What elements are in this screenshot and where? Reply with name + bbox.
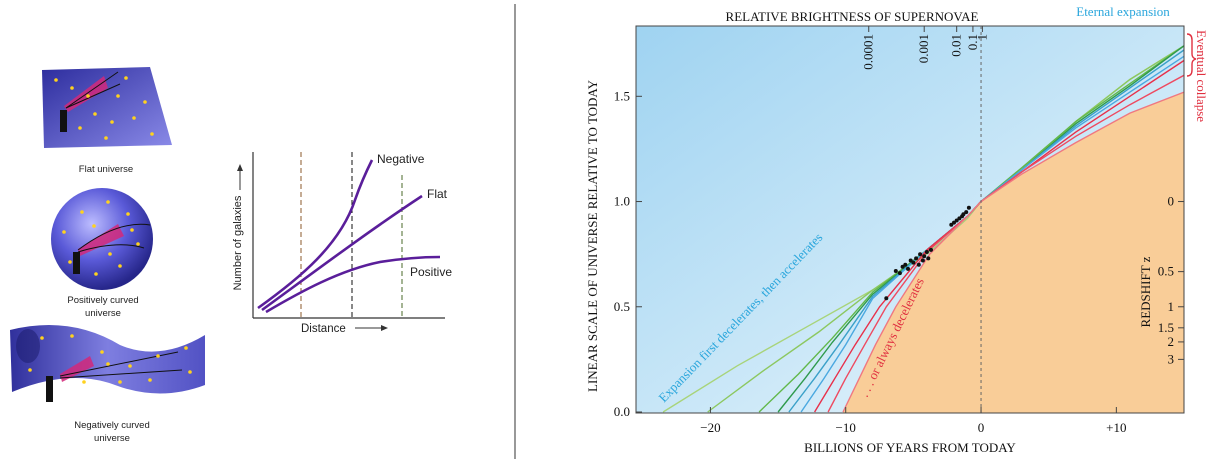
negative-universe-illustration — [10, 325, 205, 402]
x-tick-label: −10 — [836, 420, 856, 435]
supernova-point — [929, 247, 933, 252]
supernova-point — [949, 222, 954, 227]
galaxy-chart-ylabel: Number of galaxies — [232, 195, 244, 290]
chart-xlabel: BILLIONS OF YEARS FROM TODAY — [804, 440, 1016, 455]
supernova-point — [954, 218, 959, 223]
flat-universe-label: Flat universe — [79, 164, 133, 175]
galaxy-curve-label-positive: Positive — [410, 265, 452, 279]
galaxy-curve-label-flat: Flat — [427, 187, 448, 201]
supernova-point — [957, 216, 962, 221]
supernova-point — [922, 254, 927, 259]
redshift-tick-label: 0 — [1168, 194, 1175, 209]
galaxy-chart-xlabel: Distance — [301, 323, 346, 335]
positive-universe-label-line2: universe — [85, 308, 121, 319]
y-axis: 0.0 0.5 1.0 1.5 — [614, 88, 642, 419]
positive-universe-label-line1: Positively curved — [67, 295, 138, 306]
galaxy-chart-y-arrow — [237, 164, 243, 190]
galaxy-curve-negative — [257, 159, 374, 310]
brightness-tick-label: 0.0001 — [861, 34, 876, 70]
y-tick-label: 1.5 — [614, 88, 630, 103]
negative-universe-label-line2: universe — [94, 433, 130, 444]
supernova-point — [884, 296, 889, 301]
x-tick-label: −20 — [700, 420, 720, 435]
supernova-point — [924, 250, 929, 254]
redshift-tick-label: 1.5 — [1158, 320, 1174, 335]
redshift-tick-label: 2 — [1168, 334, 1175, 349]
decelerating-region — [843, 92, 1184, 413]
supernova-point — [918, 252, 923, 257]
supernova-point — [908, 258, 913, 263]
eternal-expansion-label: Eternal expansion — [1076, 4, 1170, 19]
supernova-point — [906, 266, 910, 271]
expansion-curve-9 — [842, 91, 1184, 413]
galaxy-chart-x-arrow — [355, 325, 388, 331]
redshift-axis: 0 0.5 1 1.52 3 — [1158, 194, 1184, 366]
galaxy-curve-flat — [261, 194, 423, 312]
supernova-point — [926, 256, 931, 261]
galaxy-curve-positive — [265, 255, 441, 314]
galaxy-count-chart: Negative Flat Positive Number of galaxie… — [232, 152, 452, 335]
supernova-point — [916, 262, 921, 267]
y-tick-label: 0.0 — [614, 404, 630, 419]
eventual-collapse-label: Eventual collapse — [1194, 30, 1209, 122]
supernova-point — [903, 262, 908, 267]
x-tick-label: +10 — [1106, 420, 1126, 435]
supernova-point — [952, 220, 956, 225]
x-tick-label: 0 — [978, 420, 985, 435]
redshift-tick-label: 3 — [1168, 351, 1175, 366]
flat-universe-illustration — [42, 67, 172, 148]
supernova-point — [897, 271, 902, 276]
supernova-point — [966, 205, 971, 210]
brightness-tick-label: 0.01 — [949, 34, 964, 57]
brightness-tick-label: 0.1 — [965, 34, 980, 50]
supernova-point — [914, 256, 919, 261]
supernova-point — [900, 264, 905, 269]
supernova-point — [961, 212, 966, 217]
brightness-tick-label: 0.001 — [916, 34, 931, 63]
x-axis: −20 −10 0 +10 — [700, 407, 1127, 435]
brightness-axis: 0.0001 0.001 0.01 0.11 — [861, 26, 989, 70]
plot-frame — [635, 25, 1185, 414]
redshift-axis-label: REDSHIFT z — [1138, 256, 1153, 327]
eventual-collapse-brace — [1186, 33, 1197, 77]
positive-universe-illustration — [51, 188, 153, 290]
supernova-point — [911, 260, 916, 265]
y-tick-label: 0.5 — [614, 299, 630, 314]
negative-universe-label-line1: Negatively curved — [74, 420, 150, 431]
supernova-point — [964, 210, 969, 215]
supernova-point — [920, 258, 925, 263]
chart-title: RELATIVE BRIGHTNESS OF SUPERNOVAE — [726, 9, 979, 24]
y-tick-label: 1.0 — [614, 194, 630, 209]
brightness-tick-label: 1 — [974, 34, 989, 41]
redshift-tick-label: 0.5 — [1158, 264, 1174, 279]
supernova-chart: −20 −10 0 +10 0.00.51.01.5 0.0001 0.001 0.01 0… — [585, 4, 1209, 455]
redshift-tick-label: 1 — [1168, 299, 1175, 314]
galaxy-curve-label-negative: Negative — [377, 152, 425, 166]
chart-ylabel: LINEAR SCALE OF UNIVERSE RELATIVE TO TOD… — [585, 79, 600, 392]
supernova-point — [893, 269, 898, 273]
